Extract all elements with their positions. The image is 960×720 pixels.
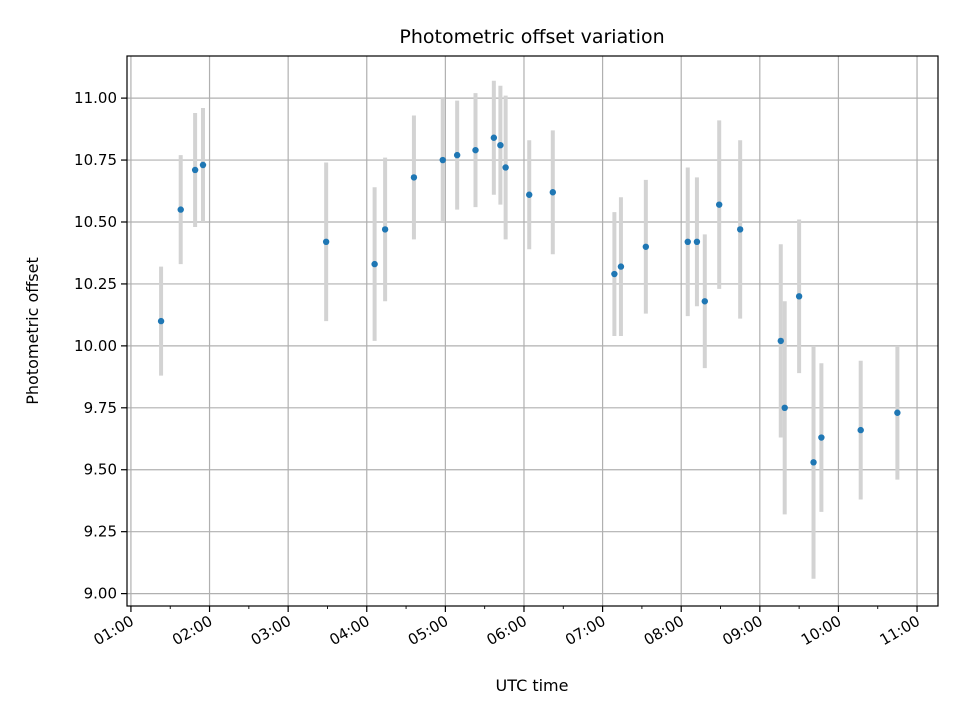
data-point (810, 459, 817, 466)
y-tick-label: 10.00 (74, 337, 117, 355)
data-point (611, 270, 618, 278)
data-point (549, 189, 557, 196)
plot-frame (126, 55, 939, 607)
x-tick-label: 02:00 (169, 612, 215, 649)
y-tick-label: 9.25 (84, 523, 117, 541)
data-point (684, 238, 691, 246)
y-axis-label: Photometric offset (23, 257, 42, 405)
x-axis-label: UTC time (496, 676, 569, 695)
x-tick-label: 04:00 (326, 612, 372, 649)
data-point (526, 191, 533, 198)
x-tick-label: 06:00 (484, 612, 530, 649)
data-point (617, 263, 625, 270)
data-point (453, 151, 461, 159)
data-point (736, 226, 744, 233)
data-point (502, 164, 509, 171)
x-tick-label: 01:00 (90, 612, 136, 649)
data-point (371, 260, 378, 268)
y-tick-label: 9.75 (84, 399, 117, 417)
data-point (177, 206, 184, 213)
data-point (439, 156, 446, 164)
y-tick-label: 9.00 (84, 585, 117, 603)
data-point (795, 293, 803, 300)
data-point (157, 317, 165, 325)
x-tick-label: 08:00 (641, 612, 687, 649)
chart-title: Photometric offset variation (399, 26, 664, 48)
data-point (894, 409, 901, 416)
data-point (693, 238, 701, 246)
y-tick-label: 10.75 (74, 151, 117, 169)
x-tick-label: 11:00 (877, 612, 923, 649)
data-point (199, 161, 207, 169)
y-tick-label: 11.00 (74, 89, 117, 107)
data-point (777, 337, 784, 345)
data-point (781, 404, 788, 412)
y-tick-label: 10.25 (74, 275, 117, 293)
y-tick-label: 9.50 (84, 461, 117, 479)
x-tick-label: 05:00 (405, 612, 451, 649)
x-tick-label: 09:00 (719, 612, 765, 649)
x-tick-label: 03:00 (248, 612, 294, 649)
data-point (818, 434, 825, 441)
data-point (322, 238, 330, 246)
x-tick-label: 07:00 (562, 612, 608, 649)
data-point (701, 298, 708, 305)
data-point (381, 226, 389, 233)
data-point (642, 243, 650, 250)
data-point (716, 201, 723, 208)
y-tick-label: 10.50 (74, 213, 117, 231)
data-point (191, 166, 199, 174)
data-point (857, 426, 864, 434)
data-point (497, 141, 504, 149)
data-point (410, 174, 418, 181)
data-point (490, 134, 498, 141)
data-point (472, 146, 479, 154)
x-tick-label: 10:00 (798, 612, 844, 649)
plot-area: 01:00 02:00 03:00 04:00 05:00 06:00 07:00 08:00… (74, 55, 939, 649)
